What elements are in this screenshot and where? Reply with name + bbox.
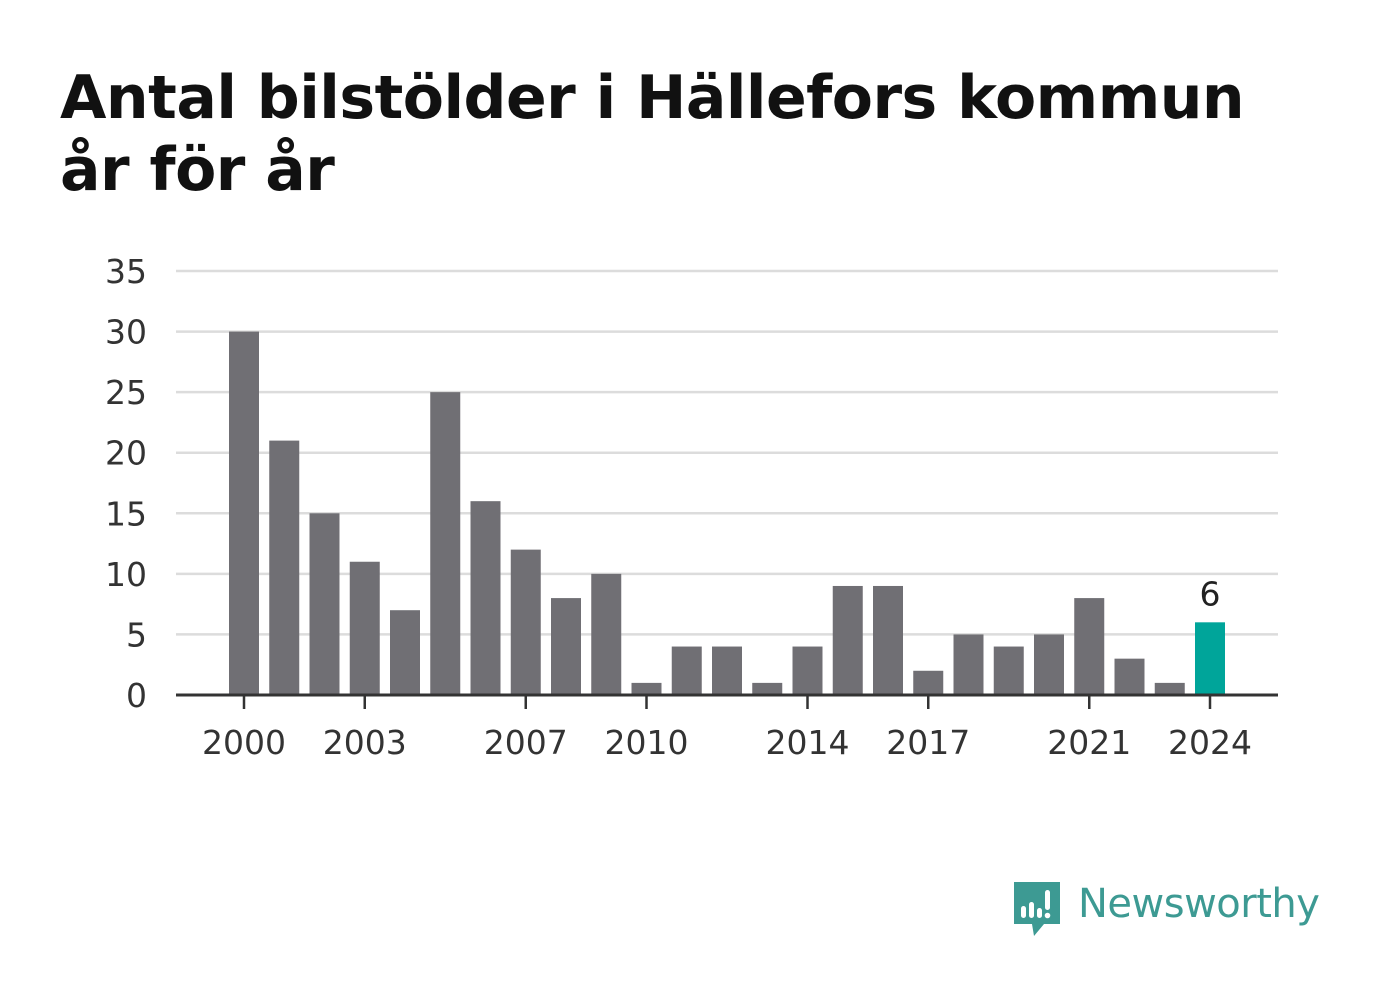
brand-logo: Newsworthy bbox=[1010, 878, 1320, 942]
bar-2023 bbox=[1154, 682, 1185, 695]
x-tick-label: 2021 bbox=[1047, 723, 1131, 762]
newsworthy-logo-icon bbox=[1014, 882, 1060, 936]
bar-2019 bbox=[993, 646, 1024, 695]
bar-2017 bbox=[913, 670, 944, 695]
bar-2010 bbox=[631, 682, 662, 695]
x-tick-label: 2024 bbox=[1168, 723, 1252, 762]
bar-2003 bbox=[349, 561, 380, 695]
x-tick-label: 2007 bbox=[484, 723, 568, 762]
bar-2005 bbox=[430, 392, 461, 695]
y-tick-label: 5 bbox=[126, 615, 147, 654]
y-tick-label: 25 bbox=[105, 373, 147, 412]
y-tick-label: 20 bbox=[105, 434, 147, 473]
x-tick-label: 2000 bbox=[202, 723, 286, 762]
axes bbox=[176, 693, 1278, 709]
gridlines bbox=[176, 269, 1278, 636]
bar-2021 bbox=[1074, 598, 1105, 695]
bar-2012 bbox=[712, 646, 742, 695]
bar-2013 bbox=[752, 682, 783, 695]
labels: 0 5 10 15 20 25 30 35 6 2000 2003 2007 2010 2014 2017 2… bbox=[105, 252, 1252, 762]
bar-2009 bbox=[591, 573, 622, 695]
bar-2022 bbox=[1114, 658, 1145, 695]
bar-2004 bbox=[390, 610, 420, 695]
y-tick-label: 10 bbox=[105, 555, 147, 594]
bar-2007 bbox=[510, 549, 541, 695]
y-tick-label: 15 bbox=[105, 494, 147, 533]
x-tick-label: 2010 bbox=[605, 723, 689, 762]
bar-2011 bbox=[671, 646, 702, 695]
bar-2024 bbox=[1195, 622, 1225, 695]
chart-title: Antal bilstölder i Hällefors kommun år f… bbox=[60, 63, 1245, 205]
brand-name: Newsworthy bbox=[1078, 881, 1320, 927]
data-label: 6 bbox=[1200, 574, 1221, 613]
bar-2016 bbox=[873, 585, 903, 695]
y-tick-label: 35 bbox=[105, 252, 147, 291]
bar-2014 bbox=[792, 646, 823, 695]
bar-2018 bbox=[953, 634, 984, 695]
bars bbox=[229, 331, 1225, 695]
y-tick-label: 30 bbox=[105, 313, 147, 352]
x-tick-label: 2017 bbox=[886, 723, 970, 762]
bar-2015 bbox=[832, 585, 863, 695]
bar-2000 bbox=[229, 331, 259, 695]
x-tick-label: 2003 bbox=[323, 723, 407, 762]
bar-2002 bbox=[309, 513, 340, 695]
x-tick-label: 2014 bbox=[766, 723, 850, 762]
bar-2008 bbox=[551, 598, 581, 695]
bar-2006 bbox=[470, 501, 501, 695]
y-tick-label: 0 bbox=[126, 676, 147, 715]
bar-2001 bbox=[269, 440, 300, 695]
bar-2020 bbox=[1034, 634, 1064, 695]
